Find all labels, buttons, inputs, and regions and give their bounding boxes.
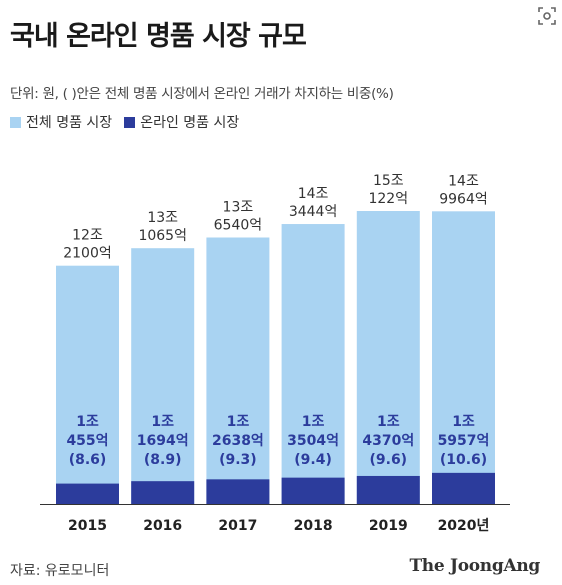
x-tick-label-2: 2017 [218, 518, 257, 534]
bar-total-5 [432, 211, 495, 504]
bar-total-1 [131, 248, 195, 504]
online-label-line1-4: 1조 [377, 414, 400, 430]
online-label-line3-4: (9.6) [369, 452, 407, 468]
total-label-line1-4: 15조 [373, 173, 404, 189]
online-label-line2-3: 3504억 [287, 433, 339, 449]
bar-total-2 [206, 237, 270, 504]
legend-item-total: 전체 명품 시장 [10, 112, 112, 132]
bar-total-3 [281, 224, 345, 504]
legend-swatch-total [10, 116, 21, 128]
bar-online-1 [131, 481, 195, 504]
total-label-line2-2: 6540억 [214, 218, 263, 234]
publisher-logo: The JoongAng [409, 556, 540, 576]
total-label-line2-3: 3444억 [289, 204, 338, 220]
bar-online-3 [281, 477, 345, 504]
online-label-line2-5: 5957억 [438, 433, 490, 449]
bar-total-0 [56, 265, 119, 504]
online-label-line2-1: 1694억 [137, 433, 189, 449]
source-note: 자료: 유로모니터 [10, 563, 110, 579]
total-label-line2-0: 2100억 [63, 246, 112, 262]
online-label-line1-5: 1조 [452, 414, 475, 430]
total-label-line2-5: 9964억 [439, 191, 488, 207]
online-label-line3-3: (9.4) [294, 452, 332, 468]
online-label-line1-0: 1조 [76, 414, 99, 430]
x-tick-label-5: 2020년 [438, 518, 490, 534]
total-label-line1-3: 14조 [298, 186, 329, 202]
x-tick-label-4: 2019 [369, 518, 408, 534]
total-label-line1-2: 13조 [223, 200, 254, 216]
total-label-line1-1: 13조 [147, 210, 178, 226]
legend-swatch-online [124, 116, 136, 128]
legend-label-online: 온라인 명품 시장 [140, 115, 240, 131]
x-tick-label-0: 2015 [68, 518, 107, 534]
legend-label-total: 전체 명품 시장 [26, 115, 113, 131]
online-label-line1-3: 1조 [302, 414, 325, 430]
scan-icon[interactable] [537, 6, 557, 26]
online-label-line1-1: 1조 [151, 414, 174, 430]
x-tick-label-3: 2018 [294, 518, 333, 534]
total-label-line2-4: 122억 [368, 191, 408, 207]
bar-online-2 [206, 479, 270, 504]
total-label-line1-0: 12조 [72, 228, 103, 244]
online-label-line2-4: 4370억 [362, 433, 414, 449]
bar-online-4 [356, 475, 420, 504]
online-label-line3-2: (9.3) [219, 452, 257, 468]
online-label-line2-2: 2638억 [212, 433, 264, 449]
chart-legend: 전체 명품 시장 온라인 명품 시장 [10, 112, 251, 132]
x-tick-label-1: 2016 [143, 518, 182, 534]
total-label-line1-5: 14조 [448, 173, 479, 189]
unit-note: 단위: 원, ( )안은 전체 명품 시장에서 온라인 거래가 차지하는 비중(… [10, 86, 394, 102]
legend-item-online: 온라인 명품 시장 [124, 112, 239, 132]
bar-total-4 [356, 211, 420, 504]
online-label-line3-1: (8.9) [144, 452, 182, 468]
page-title: 국내 온라인 명품 시장 규모 [10, 21, 307, 52]
online-label-line3-0: (8.6) [69, 452, 107, 468]
online-label-line1-2: 1조 [227, 414, 250, 430]
bar-online-5 [432, 472, 495, 504]
total-label-line2-1: 1065억 [138, 228, 187, 244]
bar-online-0 [56, 483, 119, 504]
online-label-line3-5: (10.6) [440, 452, 487, 468]
online-label-line2-0: 455억 [66, 433, 108, 449]
